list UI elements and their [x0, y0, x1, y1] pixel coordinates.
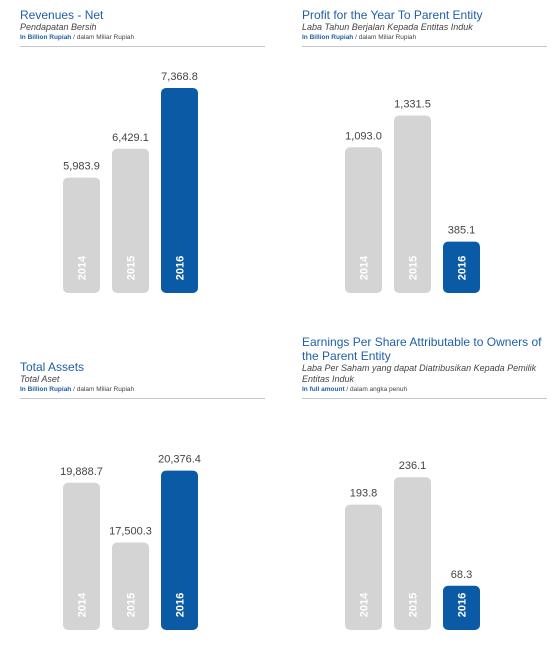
- category-label: 2016: [457, 593, 469, 617]
- value-label: 385.1: [448, 225, 476, 237]
- category-label: 2014: [359, 592, 371, 617]
- unit: In Billion Rupiah: [20, 34, 72, 41]
- value-label: 17,500.3: [109, 525, 152, 537]
- chart-header: Revenues - Net Pendapatan Bersih In Billio…: [20, 8, 265, 47]
- bar: [394, 477, 431, 630]
- unit-line: In full amount / dalam angka penuh: [302, 385, 547, 395]
- value-label: 19,888.7: [60, 466, 103, 478]
- chart-panel: Profit for the Year To Parent Entity Laba…: [282, 0, 556, 328]
- value-label: 236.1: [399, 460, 427, 472]
- bar: [161, 470, 198, 630]
- chart-title: Revenues - Net: [20, 8, 104, 22]
- chart-panel: Earnings Per Share Attributable to Owner…: [282, 335, 556, 665]
- bar: [345, 504, 382, 630]
- bar: [112, 542, 149, 630]
- unit-line: In Billion Rupiah / dalam Miliar Rupiah: [20, 385, 265, 395]
- value-label: 5,983.9: [63, 161, 100, 173]
- unit-local: / dalam Miliar Rupiah: [355, 34, 417, 41]
- bar: [63, 482, 100, 630]
- unit: In full amount: [302, 386, 345, 393]
- chart-header: Total Assets Total Aset In Billion Rupiah …: [20, 360, 265, 399]
- category-label: 2016: [457, 256, 469, 280]
- value-label: 1,093.0: [345, 130, 382, 142]
- unit-local: / dalam Miliar Rupiah: [73, 386, 135, 393]
- value-label: 193.8: [350, 488, 378, 500]
- chart-subtitle: Pendapatan Bersih: [20, 22, 97, 32]
- bar: [345, 147, 382, 293]
- bar: [63, 177, 100, 293]
- category-label: 2015: [126, 256, 138, 280]
- category-label: 2014: [359, 255, 371, 280]
- bar: [394, 115, 431, 293]
- unit-line: In Billion Rupiah / dalam Miliar Rupiah: [20, 33, 265, 43]
- value-label: 68.3: [451, 569, 472, 581]
- unit-local: / dalam angka penuh: [346, 386, 408, 393]
- chart-title: Profit for the Year To Parent Entity: [302, 8, 483, 22]
- chart: 1,093.0 2014 1,331.5 2015 385.1 2016: [345, 98, 480, 293]
- chart-subtitle: Total Aset: [20, 374, 60, 384]
- chart-subtitle: Laba Tahun Berjalan Kepada Entitas Induk: [302, 22, 473, 32]
- value-label: 1,331.5: [394, 98, 431, 110]
- bar: [112, 148, 149, 293]
- chart-header: Earnings Per Share Attributable to Owner…: [302, 335, 547, 399]
- chart: 193.8 2014 236.1 2015 68.3 2016: [345, 460, 480, 630]
- bar: [443, 585, 480, 630]
- chart-panel: Revenues - Net Pendapatan Bersih In Billio…: [0, 0, 274, 328]
- bar: [443, 241, 480, 293]
- unit-line: In Billion Rupiah / dalam Miliar Rupiah: [302, 33, 547, 43]
- bar: [161, 87, 198, 294]
- chart-subtitle: Laba Per Saham yang dapat Diatribusikan …: [302, 363, 537, 384]
- category-label: 2015: [126, 593, 138, 617]
- chart: 19,888.7 2014 17,500.3 2015 20,376.4 2016: [60, 454, 201, 630]
- category-label: 2016: [175, 256, 187, 280]
- unit-local: / dalam Miliar Rupiah: [73, 34, 135, 41]
- value-label: 20,376.4: [158, 454, 201, 466]
- value-label: 6,429.1: [112, 132, 149, 144]
- chart-panel: Total Assets Total Aset In Billion Rupiah …: [0, 337, 274, 665]
- chart-title: Earnings Per Share Attributable to Owner…: [302, 335, 542, 363]
- category-label: 2015: [408, 593, 420, 617]
- unit: In Billion Rupiah: [20, 386, 72, 393]
- category-label: 2015: [408, 256, 420, 280]
- chart-title: Total Assets: [20, 360, 85, 374]
- category-label: 2014: [77, 255, 89, 280]
- chart: 5,983.9 2014 6,429.1 2015 7,368.8 2016: [63, 71, 198, 294]
- category-label: 2014: [77, 592, 89, 617]
- unit: In Billion Rupiah: [302, 34, 354, 41]
- value-label: 7,368.8: [161, 71, 198, 83]
- chart-header: Profit for the Year To Parent Entity Laba…: [302, 8, 547, 47]
- category-label: 2016: [175, 593, 187, 617]
